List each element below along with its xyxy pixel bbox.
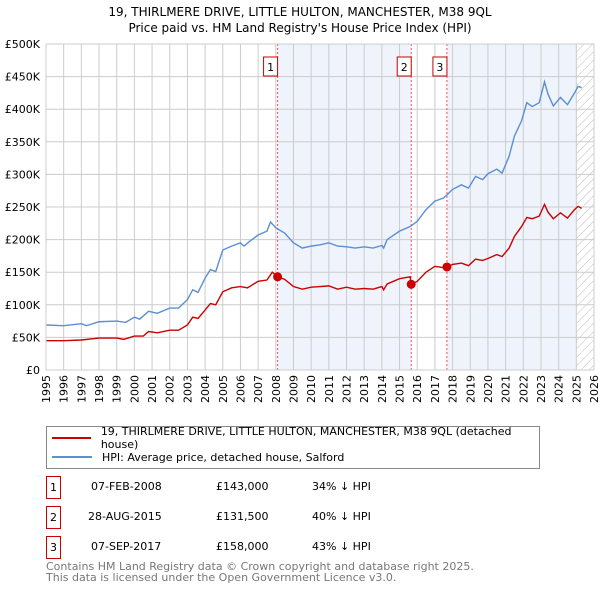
sale-marker: 3: [46, 536, 61, 559]
x-tick-label: 2001: [146, 375, 159, 403]
sale-price: £158,000: [216, 540, 269, 553]
sale-point: [406, 279, 416, 289]
sale-date: 28-AUG-2015: [88, 510, 162, 523]
sale-hpi: 40% ↓ HPI: [312, 510, 371, 523]
x-tick-label: 2022: [517, 375, 530, 403]
x-tick-label: 2011: [323, 375, 336, 403]
x-tick-label: 2015: [394, 375, 407, 403]
x-tick-label: 2007: [252, 375, 265, 403]
x-tick-label: 2010: [305, 375, 318, 403]
sale-label: 1: [267, 61, 274, 74]
y-tick-label: £150K: [5, 266, 41, 279]
sale-hpi: 43% ↓ HPI: [312, 540, 371, 553]
sale-price: £131,500: [216, 510, 269, 523]
x-tick-label: 1999: [111, 375, 124, 403]
legend-swatch-blue: [52, 456, 92, 458]
x-tick-label: 2020: [482, 375, 495, 403]
y-tick-label: £50K: [12, 331, 41, 344]
legend-item-hpi: HPI: Average price, detached house, Salf…: [47, 448, 344, 466]
y-tick-label: £0: [26, 364, 40, 377]
footer-licence: This data is licensed under the Open Gov…: [46, 571, 397, 584]
y-tick-label: £350K: [5, 136, 41, 149]
chart-subtitle: Price paid vs. HM Land Registry's House …: [128, 21, 472, 35]
x-tick-label: 2019: [464, 375, 477, 403]
x-tick-label: 1998: [93, 375, 106, 403]
x-tick-label: 2018: [447, 375, 460, 403]
y-tick-label: £500K: [5, 38, 41, 51]
sale-price: £143,000: [216, 480, 269, 493]
x-tick-label: 2025: [570, 375, 583, 403]
y-tick-label: £400K: [5, 103, 41, 116]
sale-label-box: [396, 56, 412, 77]
plot-border: [45, 43, 595, 371]
x-tick-label: 1995: [40, 375, 53, 403]
sale-label-box: [432, 56, 448, 77]
sale-date: 07-FEB-2008: [91, 480, 162, 493]
x-tick-label: 2005: [217, 375, 230, 403]
x-tick-label: 2023: [535, 375, 548, 403]
sale-row: 1 07-FEB-2008 £143,000 34% ↓ HPI: [46, 476, 546, 499]
sale-marker: 1: [46, 476, 61, 499]
x-tick-label: 2014: [376, 375, 389, 403]
legend-swatch-red: [52, 437, 91, 439]
y-tick-label: £100K: [5, 299, 41, 312]
x-tick-label: 2009: [287, 375, 300, 403]
x-tick-label: 2008: [270, 375, 283, 403]
x-tick-label: 2026: [588, 375, 600, 403]
sale-date: 07-SEP-2017: [91, 540, 162, 553]
y-tick-label: £300K: [5, 168, 41, 181]
chart-title: 19, THIRLMERE DRIVE, LITTLE HULTON, MANC…: [108, 5, 492, 19]
series-line: [46, 202, 582, 342]
legend-label: 19, THIRLMERE DRIVE, LITTLE HULTON, MANC…: [100, 425, 512, 451]
x-tick-label: 2012: [341, 375, 354, 403]
y-tick-label: £450K: [5, 71, 41, 84]
sale-hpi: 34% ↓ HPI: [312, 480, 371, 493]
sale-point: [442, 262, 452, 272]
sale-row: 3 07-SEP-2017 £158,000 43% ↓ HPI: [46, 536, 546, 559]
legend-item-property: 19, THIRLMERE DRIVE, LITTLE HULTON, MANC…: [47, 425, 539, 451]
y-tick-label: £250K: [5, 201, 41, 214]
series-line: [45, 79, 582, 327]
y-tick-label: £200K: [5, 234, 41, 247]
legend-label: HPI: Average price, detached house, Salf…: [102, 450, 345, 464]
x-tick-label: 2016: [411, 375, 424, 403]
sale-row: 2 28-AUG-2015 £131,500 40% ↓ HPI: [46, 506, 546, 529]
x-tick-label: 2000: [128, 375, 141, 403]
x-tick-label: 2013: [358, 375, 371, 403]
sale-marker: 2: [46, 506, 61, 529]
x-tick-label: 2006: [234, 375, 247, 403]
x-tick-label: 2004: [199, 375, 212, 403]
sale-label: 3: [436, 61, 443, 74]
plot-area: 1995 1996 1997 1998 1999 2000 2001 2002 2003 2004…: [5, 38, 600, 403]
footer-copyright: Contains HM Land Registry data © Crown c…: [46, 560, 474, 573]
x-tick-label: 2024: [553, 375, 566, 403]
sale-point: [273, 272, 283, 282]
x-tick-label: 1997: [75, 375, 88, 403]
x-tick-label: 2017: [429, 375, 442, 403]
sale-label-box: [263, 56, 279, 77]
legend: 19, THIRLMERE DRIVE, LITTLE HULTON, MANC…: [46, 425, 540, 469]
x-tick-label: 2002: [164, 375, 177, 403]
x-tick-label: 2021: [500, 375, 513, 403]
sale-label: 2: [401, 61, 408, 74]
x-tick-label: 2003: [181, 375, 194, 403]
x-tick-label: 1996: [58, 375, 71, 403]
